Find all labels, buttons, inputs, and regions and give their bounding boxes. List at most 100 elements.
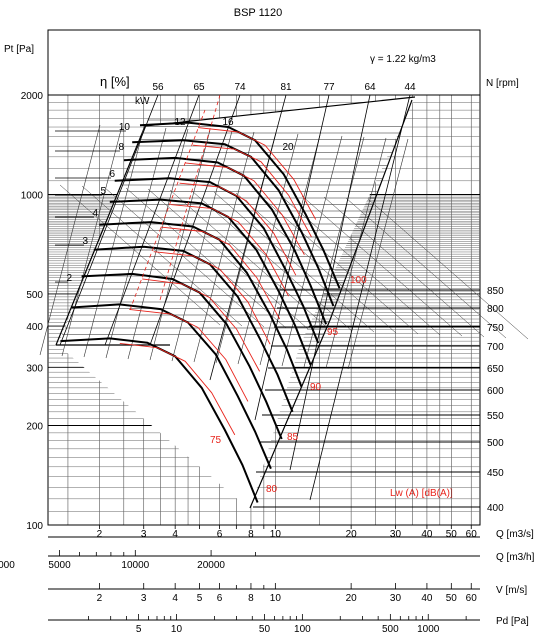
field-diagonal-b [59,184,221,326]
sound-band-850 [197,127,317,220]
fan-curve-700 [114,177,320,344]
fan-curve-600 [99,221,303,388]
field-diagonal-a [149,129,211,361]
power-value: 16 [222,117,234,128]
efficiency-ray [104,94,200,346]
power-value: 20 [282,142,294,153]
sound-value: 75 [210,435,222,446]
field-diagonal-b [103,186,265,328]
x-tick-label: 3 [141,529,147,540]
speed-axis-label: N [rpm] [486,78,519,89]
sound-band-500 [142,278,260,372]
x-tick-label: 40 [421,593,433,604]
field-upper-boundary [55,96,416,346]
power-value: 2 [66,273,72,284]
power-unit-label: kW [135,96,150,107]
field-diagonal-a [61,125,123,357]
x-tick-label: 10 [171,624,183,635]
x-tick-label: 5 [197,593,203,604]
chart-title: BSP 1120 [234,7,283,19]
x-tick-label: 50 [446,593,458,604]
sound-value: 85 [287,432,299,443]
power-value: 3 [82,236,88,247]
x-tick-label: 10 [270,593,282,604]
efficiency-value: 81 [280,82,292,93]
y-tick-label: 100 [26,521,43,532]
x-tick-label: 20 [346,593,358,604]
fan-curve-850 [139,121,341,289]
field-diagonal-a [347,138,409,370]
field-diagonal-a [303,136,365,368]
x-tick-label: 5 [136,624,142,635]
field-diagonal-a [39,124,101,356]
efficiency-value: 56 [152,82,164,93]
speed-value: 650 [487,364,504,375]
field-diagonal-a [259,134,321,366]
x-tick-label: 10000 [121,560,149,571]
power-value: 10 [119,122,131,133]
speed-value: 400 [487,503,504,514]
sound-value: 80 [266,484,278,495]
y-tick-label: 400 [26,322,43,333]
sound-band-800 [193,144,312,238]
x-tick-label: 50 [259,624,271,635]
field-diagonal-a [325,137,387,369]
x-tick-label: 8 [248,593,254,604]
power-value: 12 [174,117,186,128]
sound-power-label: Lw (A) [dB(A)] [390,488,453,499]
y-tick-label: 2000 [21,91,44,102]
efficiency-ray [209,94,287,381]
fan-curves [60,94,341,503]
field-diagonal-a [127,128,189,360]
x-tick-label: 60 [466,529,478,540]
sound-band-450 [129,308,249,402]
efficiency-label: η [%] [100,74,130,89]
sound-band-400 [119,342,236,436]
sound-value: 100 [350,275,367,286]
efficiency-ray [309,94,411,501]
fan-curve-800 [132,139,335,307]
x-tick-label: 10 [270,529,282,540]
efficiency-value: 65 [193,82,205,93]
x-tick-label: 6 [217,593,223,604]
field-diagonal-a [281,135,343,367]
efficiency-value: 77 [323,82,335,93]
speed-value: 600 [487,386,504,397]
fan-curve-400 [60,337,259,503]
efficiency-ray [149,94,241,346]
fan-curve-500 [81,272,283,440]
optimum-line [129,109,206,311]
field-diagonal-b [257,193,419,335]
field-diagonal-b [367,198,529,340]
speed-value: 450 [487,468,504,479]
x-tick-label: 30 [390,529,402,540]
x-scale-label: Pd [Pa] [496,616,529,627]
x-tick-label: 50 [446,529,458,540]
y-tick-label: 200 [26,422,43,433]
x-scale-label: Q [m3/h] [496,552,535,563]
x-tick-label: 20000 [197,560,225,571]
x-scale-label: V [m/s] [496,585,527,596]
x-tick-label: 4 [172,529,178,540]
speed-value: 800 [487,304,504,315]
x-tick-label: 3000 [0,560,15,571]
field-diagonal-a [105,127,167,359]
sound-value: 90 [310,382,322,393]
field-diagonal-a [171,130,233,362]
x-tick-label: 500 [382,624,399,635]
x-scale-label: Q [m3/s] [496,529,534,540]
x-tick-label: 2 [97,593,103,604]
x-tick-label: 6 [217,529,223,540]
y-tick-label: 300 [26,363,43,374]
field-diagonal-b [213,191,375,333]
x-tick-label: 3 [141,593,147,604]
power-value: 4 [92,208,98,219]
x-tick-label: 4 [172,593,178,604]
x-tick-label: 20 [346,529,358,540]
x-tick-label: 40 [421,529,433,540]
sound-band-550 [153,251,271,345]
x-tick-label: 5000 [48,560,71,571]
power-value: 5 [100,186,106,197]
